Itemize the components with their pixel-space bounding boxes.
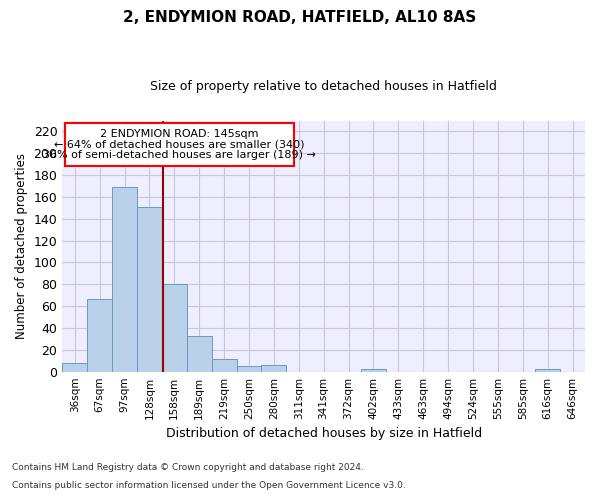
Bar xyxy=(62,363,87,372)
Bar xyxy=(112,187,137,372)
Bar xyxy=(262,365,286,372)
Bar xyxy=(87,298,112,372)
Text: 2, ENDYMION ROAD, HATFIELD, AL10 8AS: 2, ENDYMION ROAD, HATFIELD, AL10 8AS xyxy=(124,10,476,25)
Bar xyxy=(535,370,560,372)
Bar xyxy=(212,358,236,372)
Text: Contains public sector information licensed under the Open Government Licence v3: Contains public sector information licen… xyxy=(12,481,406,490)
Bar xyxy=(137,207,162,372)
Bar xyxy=(162,284,187,372)
Y-axis label: Number of detached properties: Number of detached properties xyxy=(15,153,28,339)
Text: 36% of semi-detached houses are larger (189) →: 36% of semi-detached houses are larger (… xyxy=(43,150,316,160)
Text: 2 ENDYMION ROAD: 145sqm: 2 ENDYMION ROAD: 145sqm xyxy=(100,128,259,138)
X-axis label: Distribution of detached houses by size in Hatfield: Distribution of detached houses by size … xyxy=(166,427,482,440)
Bar xyxy=(187,336,212,372)
Text: ← 64% of detached houses are smaller (340): ← 64% of detached houses are smaller (34… xyxy=(54,140,305,149)
Title: Size of property relative to detached houses in Hatfield: Size of property relative to detached ho… xyxy=(150,80,497,93)
Bar xyxy=(65,122,294,166)
Bar xyxy=(236,366,262,372)
Text: Contains HM Land Registry data © Crown copyright and database right 2024.: Contains HM Land Registry data © Crown c… xyxy=(12,464,364,472)
Bar xyxy=(361,370,386,372)
